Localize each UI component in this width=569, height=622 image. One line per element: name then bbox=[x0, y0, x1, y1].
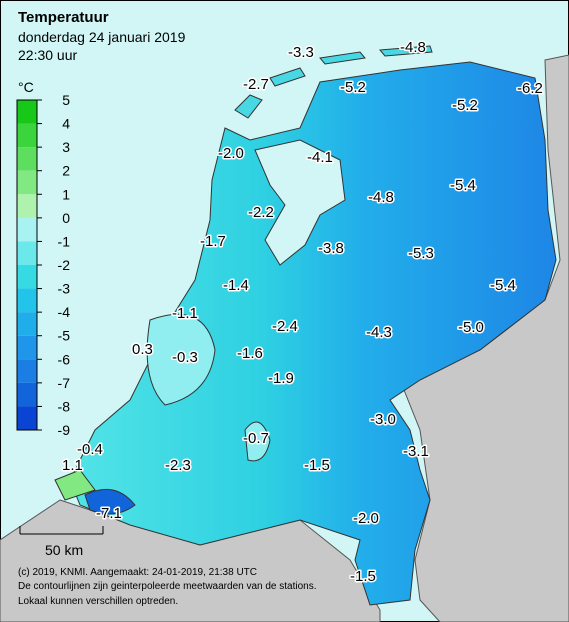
legend-label: -2 bbox=[58, 257, 71, 273]
legend-band bbox=[17, 100, 37, 124]
temperature-label: -0.7 bbox=[243, 430, 269, 447]
temperature-label: -1.4 bbox=[223, 277, 249, 294]
temperature-label: -1.1 bbox=[172, 305, 198, 322]
legend-band bbox=[17, 194, 37, 218]
temperature-label: -5.0 bbox=[458, 319, 484, 336]
legend-label: -1 bbox=[58, 233, 71, 249]
legend-band bbox=[17, 288, 37, 313]
temperature-label: -3.3 bbox=[288, 44, 314, 61]
legend-band bbox=[17, 265, 37, 289]
scale-bar: 50 km bbox=[45, 542, 83, 558]
islands bbox=[234, 45, 433, 119]
temperature-label: -2.7 bbox=[243, 76, 269, 93]
footer: Lokaal kunnen verschillen optreden. bbox=[18, 596, 178, 607]
legend-label: -3 bbox=[58, 281, 71, 297]
temperature-label: -1.5 bbox=[350, 568, 376, 585]
legend-label: -5 bbox=[58, 328, 71, 344]
legend-band bbox=[17, 170, 37, 195]
temperature-label: -5.3 bbox=[408, 245, 434, 262]
legend-label: 1 bbox=[62, 186, 70, 202]
legend-label: 5 bbox=[62, 92, 70, 108]
temperature-label: -2.0 bbox=[353, 510, 379, 527]
legend-label: -8 bbox=[58, 398, 71, 414]
unit: °C bbox=[18, 79, 34, 95]
temperature-label: -2.3 bbox=[165, 457, 191, 474]
legend-band bbox=[17, 382, 37, 407]
temperature-label: -5.4 bbox=[450, 177, 476, 194]
title: Temperatuur bbox=[18, 9, 109, 26]
legend-band bbox=[17, 335, 37, 360]
temperature-label: -4.3 bbox=[366, 324, 392, 341]
time: 22:30 uur bbox=[18, 47, 77, 63]
legend: 5 4 3 2 1 0 -1 -2 -3 -4 -5 -6 -7 -8 -9 bbox=[16, 92, 71, 438]
temperature-label: -3.1 bbox=[403, 443, 429, 460]
temperature-label: -0.4 bbox=[77, 441, 103, 458]
temperature-label: -1.7 bbox=[200, 233, 226, 250]
temperature-label: -2.4 bbox=[272, 318, 298, 335]
temperature-label: 0.3 bbox=[132, 341, 153, 358]
legend-label: -7 bbox=[58, 375, 71, 391]
contour bbox=[146, 313, 216, 406]
temperature-label: 1.1 bbox=[62, 457, 83, 474]
footer: De contourlijnen zijn geinterpoleerde me… bbox=[18, 581, 317, 592]
temperature-label: -2.2 bbox=[248, 204, 274, 221]
contour bbox=[244, 421, 271, 462]
temperature-label: -1.5 bbox=[304, 457, 330, 474]
date: donderdag 24 januari 2019 bbox=[18, 29, 186, 45]
legend-band bbox=[17, 123, 37, 148]
temperature-label: -3.8 bbox=[318, 240, 344, 257]
temperature-label: -7.1 bbox=[96, 505, 122, 522]
temperature-label: -4.8 bbox=[400, 39, 426, 56]
temperature-label: -4.1 bbox=[307, 149, 333, 166]
temperature-label: -4.8 bbox=[368, 189, 394, 206]
temperature-label: -2.0 bbox=[218, 145, 244, 162]
legend-label: 2 bbox=[62, 163, 70, 179]
legend-band bbox=[17, 147, 37, 171]
contour bbox=[84, 488, 136, 515]
temperature-label: -1.6 bbox=[237, 345, 263, 362]
labels: -3.3 -4.8 -2.7 -5.2 -6.2 -5.2 -2.0 -4.1 -5.4 -4.8… bbox=[61, 38, 545, 587]
legend-label: 0 bbox=[62, 210, 70, 226]
legend-label: -6 bbox=[58, 351, 71, 367]
temperature-label: -5.2 bbox=[340, 79, 366, 96]
temperature-label: -6.2 bbox=[517, 80, 543, 97]
legend-label: 3 bbox=[62, 139, 70, 155]
legend-band bbox=[17, 241, 37, 265]
legend-label: 4 bbox=[62, 116, 70, 132]
temperature-label: -1.9 bbox=[268, 370, 294, 387]
temperature-label: -5.4 bbox=[490, 277, 516, 294]
legend-band bbox=[17, 359, 37, 383]
legend-band bbox=[17, 406, 37, 430]
legend-band bbox=[17, 217, 37, 242]
germany bbox=[399, 54, 569, 622]
temperature-label: -0.3 bbox=[172, 349, 198, 366]
temperature-label: -5.2 bbox=[452, 97, 478, 114]
legend-label: -4 bbox=[58, 304, 71, 320]
legend-label: -9 bbox=[58, 422, 71, 438]
contour bbox=[54, 469, 96, 501]
temperature-label: -3.0 bbox=[370, 411, 396, 428]
footer: (c) 2019, KNMI. Aangemaakt: 24-01-2019, … bbox=[18, 567, 257, 578]
netherlands bbox=[69, 61, 557, 606]
ijsselmeer bbox=[254, 139, 346, 266]
legend-band bbox=[17, 312, 37, 336]
